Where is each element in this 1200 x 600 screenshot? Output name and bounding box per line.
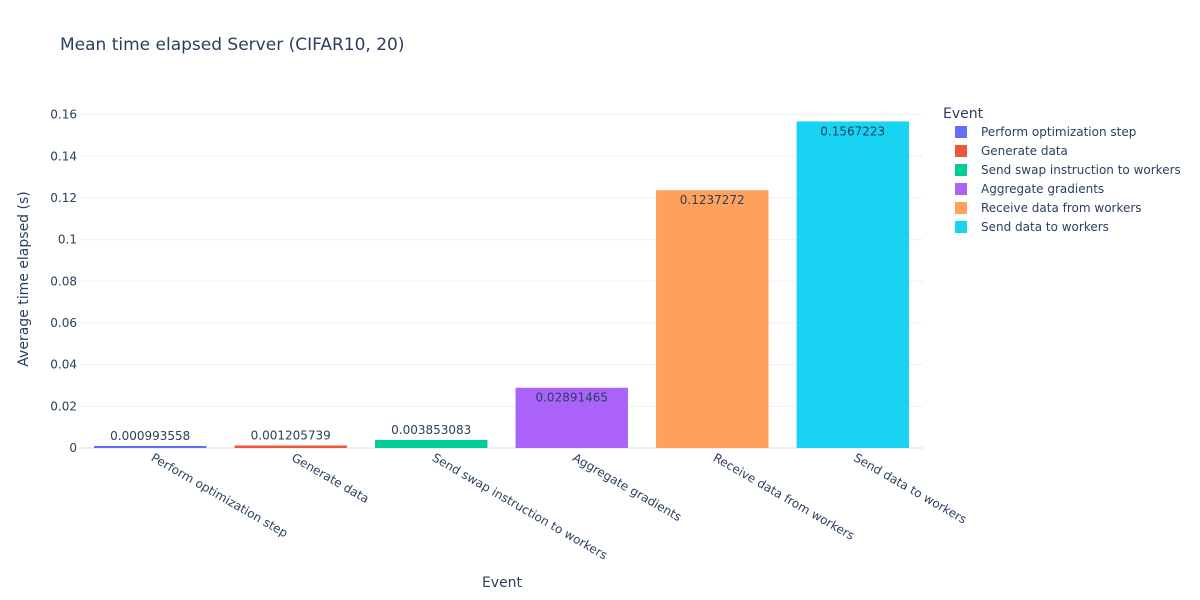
- legend-item-label[interactable]: Receive data from workers: [981, 201, 1142, 215]
- y-tick-label: 0.1: [58, 233, 77, 247]
- bar[interactable]: [796, 121, 909, 449]
- y-axis-title: Average time elapsed (s): [16, 191, 32, 366]
- y-tick-label: 0.14: [50, 149, 77, 163]
- bar[interactable]: [656, 190, 769, 448]
- legend-swatch[interactable]: [955, 202, 967, 214]
- y-axis-ticks: 0 0.02 0.04 0.06 0.08 0.1 0.12 0.14 0.16: [50, 108, 77, 455]
- legend-swatch[interactable]: [955, 126, 967, 138]
- bar-value-label: 0.02891465: [535, 391, 608, 405]
- bar[interactable]: [234, 445, 347, 448]
- bar-value-label: 0.1237272: [680, 193, 745, 207]
- legend-swatch[interactable]: [955, 164, 967, 176]
- legend-swatch[interactable]: [955, 183, 967, 195]
- grid-lines: [80, 114, 923, 449]
- legend-swatch[interactable]: [955, 145, 967, 157]
- bar-value-label: 0.003853083: [391, 423, 471, 437]
- chart-title: Mean time elapsed Server (CIFAR10, 20): [60, 35, 404, 55]
- legend-item-label[interactable]: Perform optimization step: [981, 125, 1136, 139]
- y-tick-label: 0.04: [50, 358, 77, 372]
- x-tick-label: Receive data from workers: [711, 450, 857, 542]
- bar-value-label: 0.000993558: [110, 429, 190, 443]
- legend: Event Perform optimization step Generate …: [943, 106, 1181, 234]
- y-tick-label: 0.16: [50, 108, 77, 122]
- legend-item-label[interactable]: Generate data: [981, 144, 1068, 158]
- legend-item-label[interactable]: Aggregate gradients: [981, 182, 1104, 196]
- legend-item-label[interactable]: Send swap instruction to workers: [981, 163, 1181, 177]
- legend-swatch[interactable]: [955, 221, 967, 233]
- x-tick-label: Perform optimization step: [149, 450, 291, 540]
- y-tick-label: 0.08: [50, 274, 77, 288]
- y-tick-label: 0.02: [50, 399, 77, 413]
- legend-item-label[interactable]: Send data to workers: [981, 220, 1109, 234]
- x-axis-title: Event: [482, 575, 523, 591]
- y-tick-label: 0: [69, 441, 77, 455]
- bar-value-label: 0.001205739: [251, 428, 331, 442]
- bar[interactable]: [375, 439, 488, 448]
- legend-title: Event: [943, 106, 984, 122]
- bar[interactable]: [94, 445, 207, 448]
- bars: 0.000993558 0.001205739 0.003853083 0.02891…: [94, 121, 909, 449]
- x-tick-label: Aggregate gradients: [570, 450, 684, 524]
- y-tick-label: 0.12: [50, 191, 77, 205]
- x-tick-label: Generate data: [289, 450, 371, 506]
- x-tick-label: Send data to workers: [851, 450, 969, 526]
- bar-value-label: 0.1567223: [820, 124, 885, 138]
- y-tick-label: 0.06: [50, 316, 77, 330]
- bar[interactable]: [515, 387, 628, 448]
